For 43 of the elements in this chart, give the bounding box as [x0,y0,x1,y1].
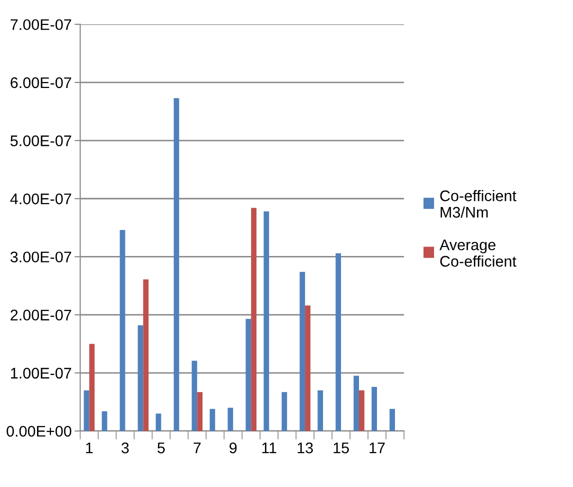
legend-label: Co-efficient M3/Nm [440,190,516,218]
bar [359,390,364,431]
bar [251,208,256,431]
bar [282,392,288,431]
bar [156,414,162,431]
bar [197,392,203,431]
x-tick-label: 3 [122,442,129,454]
y-tick-label: 2.00E-07 [10,310,72,320]
bar [336,253,342,431]
bar [89,344,95,431]
bar [174,98,180,431]
x-tick-label: 9 [230,442,237,454]
legend-label: Average Co-efficient [440,240,516,267]
bar [372,386,377,431]
bar [264,211,270,431]
bar [192,360,198,431]
x-tick-label: 7 [194,442,201,454]
bar [390,408,395,431]
bar [305,306,310,431]
bar [84,390,90,431]
y-tick-label: 6.00E-07 [10,77,72,88]
bar [143,279,149,431]
bar [138,325,144,431]
y-tick-label: 0.00E+00 [6,426,72,437]
y-tick-label: 4.00E-07 [10,193,72,204]
x-tick-label: 1 [86,442,93,454]
bar [300,272,306,431]
y-tick-label: 1.00E-07 [11,368,72,379]
y-tick-label: 5.00E-07 [10,135,72,146]
bar [120,230,126,431]
bar [102,411,108,431]
bar [228,408,234,431]
y-tick-label: 3.00E-07 [10,252,72,262]
x-tick-label: 15 [334,442,349,454]
x-tick-label: 13 [298,442,313,454]
bar [318,390,324,431]
bar [210,408,216,431]
x-tick-label: 17 [370,442,385,454]
x-tick-label: 11 [262,442,276,454]
bar [354,376,359,431]
bar [246,318,252,431]
y-tick-label: 7.00E-07 [10,19,72,30]
x-tick-label: 5 [158,442,165,454]
